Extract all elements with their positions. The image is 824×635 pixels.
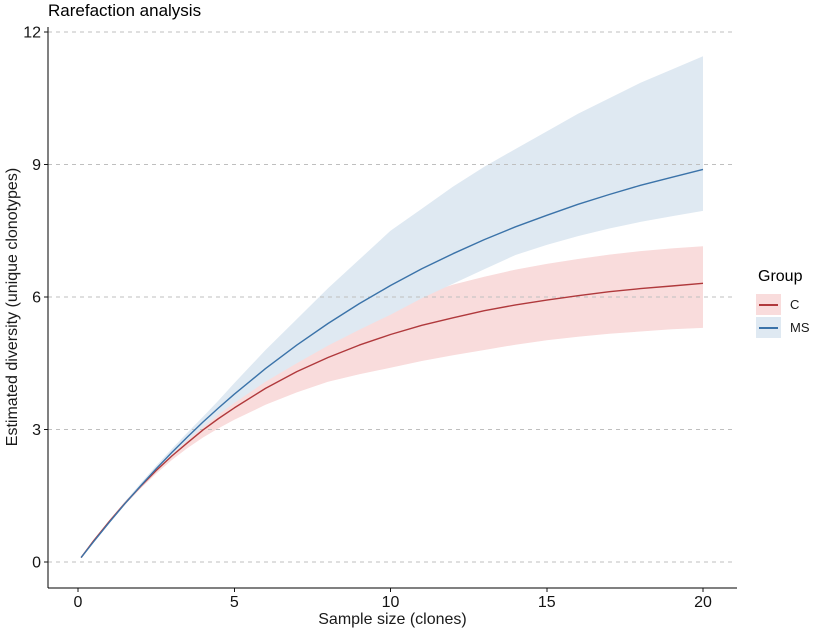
x-tick-label-10: 10 <box>382 594 400 611</box>
legend-entry-C: C <box>756 294 810 315</box>
x-tick-label-5: 5 <box>230 594 239 611</box>
legend-key-line-icon <box>759 326 778 329</box>
y-tick-label-0: 0 <box>32 555 41 572</box>
y-tick-label-6: 6 <box>32 290 41 307</box>
legend-key-swatch-MS <box>756 317 781 338</box>
y-tick-label-3: 3 <box>32 422 41 439</box>
series-line-MS <box>80 168 704 559</box>
plot-title: Rarefaction analysis <box>48 1 202 20</box>
x-tick-label-15: 15 <box>538 594 556 611</box>
legend-key-line-icon <box>759 303 778 306</box>
legend-key-swatch-C <box>756 294 781 315</box>
x-tick-label-0: 0 <box>74 594 83 611</box>
legend-label-MS: MS <box>790 320 810 335</box>
legend-title: Group <box>758 268 803 285</box>
legend-label-C: C <box>790 297 800 312</box>
x-axis-title: Sample size (clones) <box>318 611 467 628</box>
legend-entry-MS: MS <box>756 317 810 338</box>
legend-entries: C MS <box>756 294 810 338</box>
y-axis-title: Estimated diversity (unique clonotypes) <box>4 167 21 447</box>
confidence-ribbon-C <box>81 246 704 558</box>
x-tick-label-20: 20 <box>694 594 712 611</box>
y-tick-label-12: 12 <box>23 25 41 42</box>
confidence-ribbon-MS <box>81 56 704 559</box>
legend: Group C MS <box>756 268 810 340</box>
y-tick-label-9: 9 <box>32 157 41 174</box>
